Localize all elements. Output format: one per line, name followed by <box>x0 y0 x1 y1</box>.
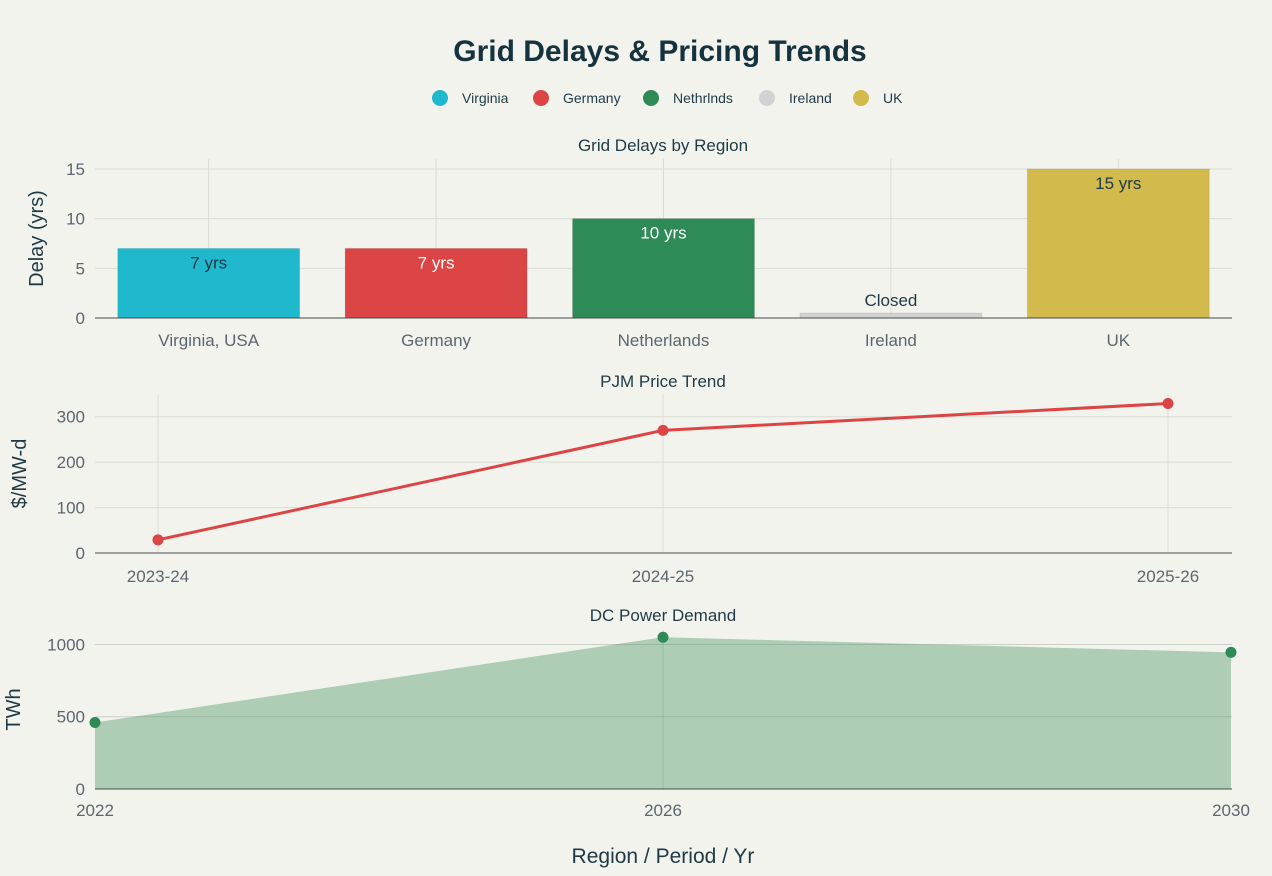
bar-data-label: Closed <box>864 291 917 310</box>
legend-swatch <box>432 90 448 106</box>
y-tick-label: 0 <box>76 780 85 799</box>
panel-title: DC Power Demand <box>590 606 736 625</box>
x-tick-label: Ireland <box>865 331 917 350</box>
y-tick-label: 5 <box>76 259 85 278</box>
bar-data-label: 7 yrs <box>190 253 227 272</box>
y-axis-title: Delay (yrs) <box>26 190 48 287</box>
y-axis-title: $/MW-d <box>9 439 31 509</box>
x-tick-label: 2024-25 <box>632 567 694 586</box>
data-point <box>1225 646 1237 658</box>
chart-title: Grid Delays & Pricing Trends <box>453 35 866 68</box>
x-tick-label: 2023-24 <box>127 567 189 586</box>
legend-swatch <box>759 90 775 106</box>
legend: Virginia Germany Nethrlnds Ireland UK <box>432 90 903 106</box>
y-tick-label: 100 <box>57 499 85 518</box>
legend-label: UK <box>883 90 903 106</box>
bar-data-label: 15 yrs <box>1095 174 1141 193</box>
x-tick-label: Virginia, USA <box>158 331 259 350</box>
x-tick-label: Germany <box>401 331 471 350</box>
legend-swatch <box>853 90 869 106</box>
legend-swatch <box>533 90 549 106</box>
y-tick-label: 0 <box>76 544 85 563</box>
data-point <box>89 717 101 729</box>
y-tick-label: 1000 <box>47 635 85 654</box>
x-axis-title: Region / Period / Yr <box>572 845 755 868</box>
bar-data-label: 7 yrs <box>418 253 455 272</box>
area-fill <box>95 637 1231 789</box>
data-point <box>657 631 669 643</box>
data-point <box>657 424 669 436</box>
bar <box>572 218 755 319</box>
panel-title: Grid Delays by Region <box>578 136 748 155</box>
legend-item-1: Germany <box>533 90 621 106</box>
y-tick-label: 300 <box>57 408 85 427</box>
legend-item-0: Virginia <box>432 90 509 106</box>
pjm-price-panel: PJM Price Trend 0 100 200 300 2023-24 2024-25 2… <box>9 372 1232 586</box>
x-tick-label: 2022 <box>76 801 114 820</box>
legend-label: Germany <box>563 90 621 106</box>
x-tick-label: UK <box>1106 331 1130 350</box>
y-tick-label: 15 <box>66 160 85 179</box>
bar <box>344 247 528 319</box>
legend-swatch <box>643 90 659 106</box>
y-axis-title: TWh <box>3 688 25 730</box>
data-point <box>152 534 164 546</box>
x-tick-label: Netherlands <box>618 331 710 350</box>
y-tick-label: 500 <box>57 708 85 727</box>
y-tick-label: 10 <box>66 210 85 229</box>
y-tick-label: 200 <box>57 453 85 472</box>
x-tick-label: 2025-26 <box>1137 567 1199 586</box>
y-tick-label: 0 <box>76 309 85 328</box>
x-tick-label: 2030 <box>1212 801 1250 820</box>
bar-data-label: 10 yrs <box>640 224 686 243</box>
bar <box>799 312 983 319</box>
x-tick-label: 2026 <box>644 801 682 820</box>
bar <box>1026 168 1210 319</box>
dc-power-panel: DC Power Demand 0 500 1000 2022 2026 2030 TWh <box>3 606 1250 820</box>
legend-label: Virginia <box>462 90 509 106</box>
bar <box>117 247 301 319</box>
grid-delays-panel: Grid Delays by Region 0 5 10 15 7 yrs Virginia… <box>26 136 1232 350</box>
legend-label: Ireland <box>789 90 832 106</box>
chart-panels: Grid Delays by Region 0 5 10 15 7 yrs Virginia… <box>3 136 1250 820</box>
legend-item-4: UK <box>853 90 903 106</box>
data-point <box>1162 398 1174 410</box>
legend-item-3: Ireland <box>759 90 832 106</box>
legend-item-2: Nethrlnds <box>643 90 733 106</box>
panel-title: PJM Price Trend <box>600 372 726 391</box>
legend-label: Nethrlnds <box>673 90 733 106</box>
